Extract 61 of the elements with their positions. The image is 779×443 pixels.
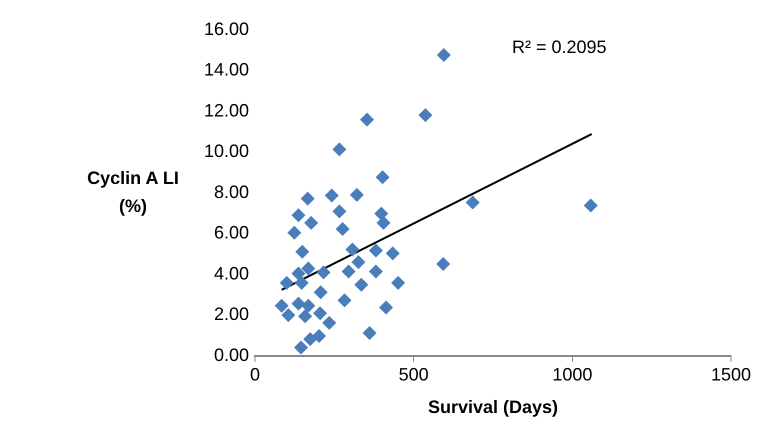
point [350,188,364,202]
x-tick-label: 0 [250,364,260,385]
point [584,198,598,213]
y-tick-label: 16.00 [204,18,249,39]
point [291,266,306,281]
annotation: R² = 0.2095 [512,36,607,57]
point [466,195,480,210]
y-tick-label: 2.00 [214,304,249,324]
point [300,192,315,206]
point [368,244,383,258]
point [301,298,316,313]
point [376,170,390,184]
y-tick-label: 14.00 [204,60,249,80]
point [295,244,310,259]
point [287,226,302,240]
point [298,309,312,324]
x-tick-label: 1000 [552,364,592,385]
y-tick-label: 12.00 [204,100,249,120]
point [345,242,360,257]
point [291,208,306,222]
point [368,264,383,278]
point [418,108,432,122]
point [294,340,308,354]
point [301,261,316,276]
point [342,264,356,278]
point [322,316,336,330]
point [294,276,309,290]
point [280,276,294,290]
y-tick-label: 4.00 [214,263,249,284]
point [374,206,388,221]
point [436,48,451,62]
point [274,298,289,313]
point [362,326,377,340]
x-tick-label: 1500 [710,364,752,385]
point [316,265,331,280]
point [314,285,328,300]
y-tick-label: 10.00 [204,141,249,162]
y-tick-label: 8.00 [214,182,249,202]
point [336,222,350,236]
point [376,216,391,230]
point [436,256,450,271]
point [337,293,352,308]
point [386,246,400,260]
point [332,142,346,156]
point [354,278,368,292]
x-tick-label: 500 [398,364,429,385]
y-tick-label: 0.00 [214,344,249,365]
point [313,306,328,320]
point [303,332,318,346]
point [351,255,366,270]
point [360,112,374,127]
point [379,300,394,315]
point [304,216,318,230]
point [291,296,306,311]
y-axis-title: Cyclin A LI (%) [87,168,179,216]
point [281,308,296,322]
x-axis-title: Survival (Days) [428,397,558,418]
point [332,204,346,218]
y-tick-label: 6.00 [214,222,249,243]
point [324,188,339,203]
point [391,276,406,290]
